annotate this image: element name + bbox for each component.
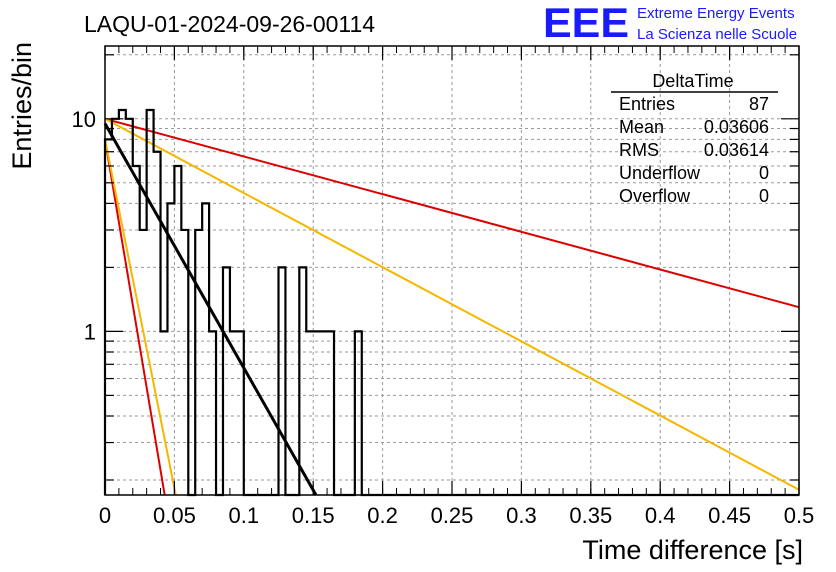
fit-line-yellow xyxy=(104,139,177,496)
x-tick-label: 0.2 xyxy=(367,503,398,528)
stats-row-value: 0.03614 xyxy=(704,140,769,160)
y-tick-labels: 1 10 xyxy=(72,107,96,345)
x-tick-label: 0.3 xyxy=(506,503,537,528)
stats-row-value: 0 xyxy=(759,163,769,183)
eee-logo-line2: La Scienza nelle Scuole xyxy=(637,26,797,43)
eee-logo-letters: EEE xyxy=(543,0,629,46)
fit-line-yellow xyxy=(104,117,800,491)
stats-row-value: 87 xyxy=(749,94,769,114)
eee-logo-line1: Extreme Energy Events xyxy=(637,5,795,22)
stats-row-label: RMS xyxy=(619,140,659,160)
x-tick-label: 0.1 xyxy=(229,503,260,528)
fit-line-red xyxy=(104,139,166,496)
eee-logo: EEE Extreme Energy Events La Scienza nel… xyxy=(543,0,797,46)
stats-box: DeltaTime Entries 87 Mean 0.03606 RMS 0.03614… xyxy=(611,71,778,206)
x-tick-label: 0.05 xyxy=(153,503,196,528)
y-tick-label: 10 xyxy=(72,107,96,132)
x-tick-label: 0.35 xyxy=(569,503,612,528)
axis-ticks xyxy=(104,46,800,495)
stats-box-title: DeltaTime xyxy=(652,71,733,91)
stats-row-value: 0 xyxy=(759,186,769,206)
run-title: LAQU-01-2024-09-26-00114 xyxy=(84,11,375,37)
x-tick-label: 0.25 xyxy=(431,503,474,528)
x-tick-labels: 0 0.05 0.1 0.15 0.2 0.25 0.3 0.35 0.4 0.45 0.5 xyxy=(99,503,814,528)
stats-row-label: Mean xyxy=(619,117,664,137)
stats-row-label: Entries xyxy=(619,94,675,114)
y-axis-title: Entries/bin xyxy=(7,42,37,170)
x-tick-label: 0.4 xyxy=(645,503,676,528)
x-tick-label: 0.5 xyxy=(784,503,815,528)
y-tick-label: 1 xyxy=(84,319,96,344)
x-tick-label: 0 xyxy=(99,503,111,528)
x-tick-label: 0.15 xyxy=(292,503,335,528)
stats-row-value: 0.03606 xyxy=(704,117,769,137)
fit-line-red xyxy=(104,117,800,309)
x-axis-title: Time difference [s] xyxy=(582,535,803,565)
stats-row-label: Underflow xyxy=(619,163,701,183)
stats-row-label: Overflow xyxy=(619,186,691,206)
x-tick-label: 0.45 xyxy=(708,503,751,528)
grid-lines xyxy=(105,46,799,495)
